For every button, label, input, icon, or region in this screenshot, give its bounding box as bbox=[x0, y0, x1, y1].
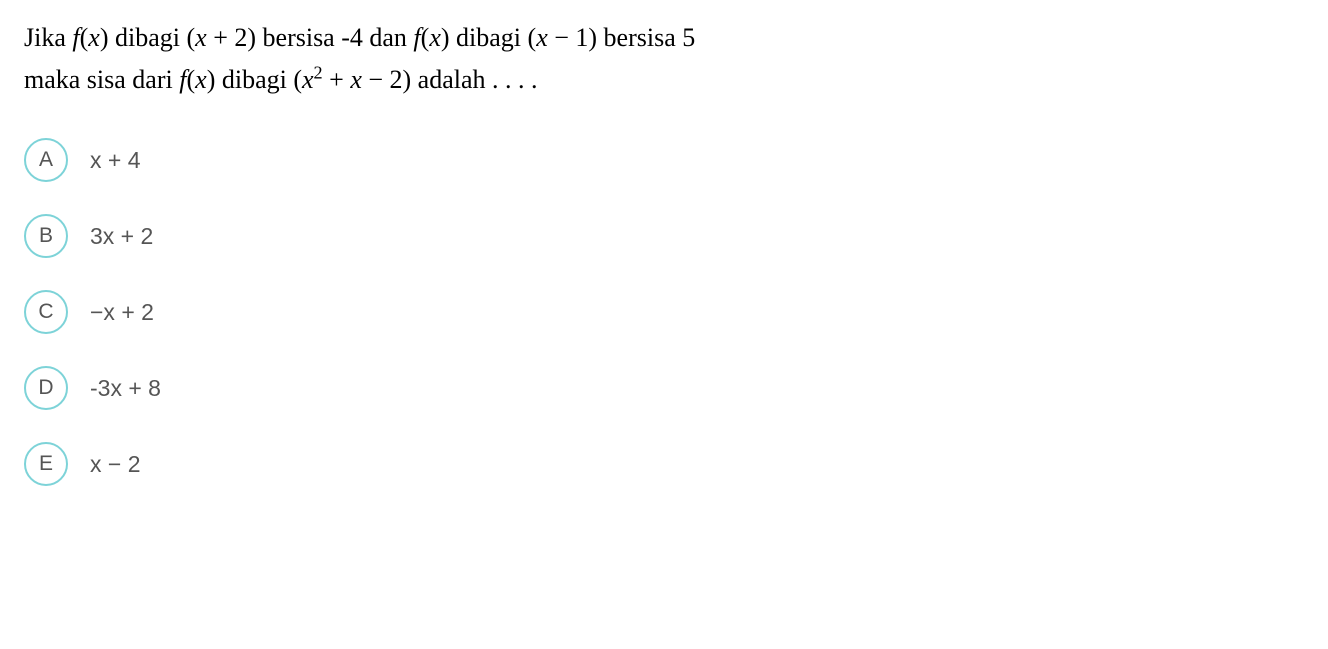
option-letter: B bbox=[39, 224, 53, 248]
option-letter-circle: E bbox=[24, 442, 68, 486]
q-part: x bbox=[429, 23, 441, 52]
option-d[interactable]: D -3x + 8 bbox=[24, 366, 1304, 410]
q-part: + bbox=[323, 65, 351, 94]
q-part: f bbox=[413, 23, 420, 52]
q-part: ( bbox=[80, 23, 89, 52]
option-letter-circle: B bbox=[24, 214, 68, 258]
q-part: f bbox=[72, 23, 79, 52]
q-part: x bbox=[195, 65, 207, 94]
q-part: − 1) bersisa 5 bbox=[548, 23, 696, 52]
option-letter: D bbox=[38, 376, 53, 400]
option-letter: A bbox=[39, 148, 53, 172]
q-part: x bbox=[536, 23, 548, 52]
q-part: + 2) bersisa -4 dan bbox=[207, 23, 414, 52]
question-line2: maka sisa dari f(x) dibagi (x2 + x − 2) … bbox=[24, 65, 538, 94]
option-letter-circle: A bbox=[24, 138, 68, 182]
option-letter: E bbox=[39, 452, 53, 476]
option-b[interactable]: B 3x + 2 bbox=[24, 214, 1304, 258]
q-part: − 2) adalah . . . . bbox=[362, 65, 538, 94]
q-part: x bbox=[88, 23, 100, 52]
option-a[interactable]: A x + 4 bbox=[24, 138, 1304, 182]
option-letter-circle: D bbox=[24, 366, 68, 410]
option-letter-circle: C bbox=[24, 290, 68, 334]
option-text: −x + 2 bbox=[90, 299, 154, 326]
q-part: maka sisa dari bbox=[24, 65, 179, 94]
q-part: x bbox=[195, 23, 207, 52]
option-letter: C bbox=[38, 300, 53, 324]
q-part-superscript: 2 bbox=[314, 62, 323, 82]
q-part: ) dibagi ( bbox=[100, 23, 195, 52]
option-text: 3x + 2 bbox=[90, 223, 153, 250]
option-c[interactable]: C −x + 2 bbox=[24, 290, 1304, 334]
q-part: x bbox=[302, 65, 314, 94]
q-part: ) dibagi ( bbox=[207, 65, 302, 94]
q-part: ( bbox=[186, 65, 195, 94]
option-text: x − 2 bbox=[90, 451, 141, 478]
option-text: x + 4 bbox=[90, 147, 141, 174]
option-text: -3x + 8 bbox=[90, 375, 161, 402]
question-text: Jika f(x) dibagi (x + 2) bersisa -4 dan … bbox=[24, 18, 1304, 100]
options-list: A x + 4 B 3x + 2 C −x + 2 D -3x + 8 E x … bbox=[24, 138, 1304, 486]
q-part: x bbox=[350, 65, 362, 94]
question-line1: Jika f(x) dibagi (x + 2) bersisa -4 dan … bbox=[24, 23, 695, 52]
q-part: Jika bbox=[24, 23, 72, 52]
option-e[interactable]: E x − 2 bbox=[24, 442, 1304, 486]
q-part: ) dibagi ( bbox=[441, 23, 536, 52]
